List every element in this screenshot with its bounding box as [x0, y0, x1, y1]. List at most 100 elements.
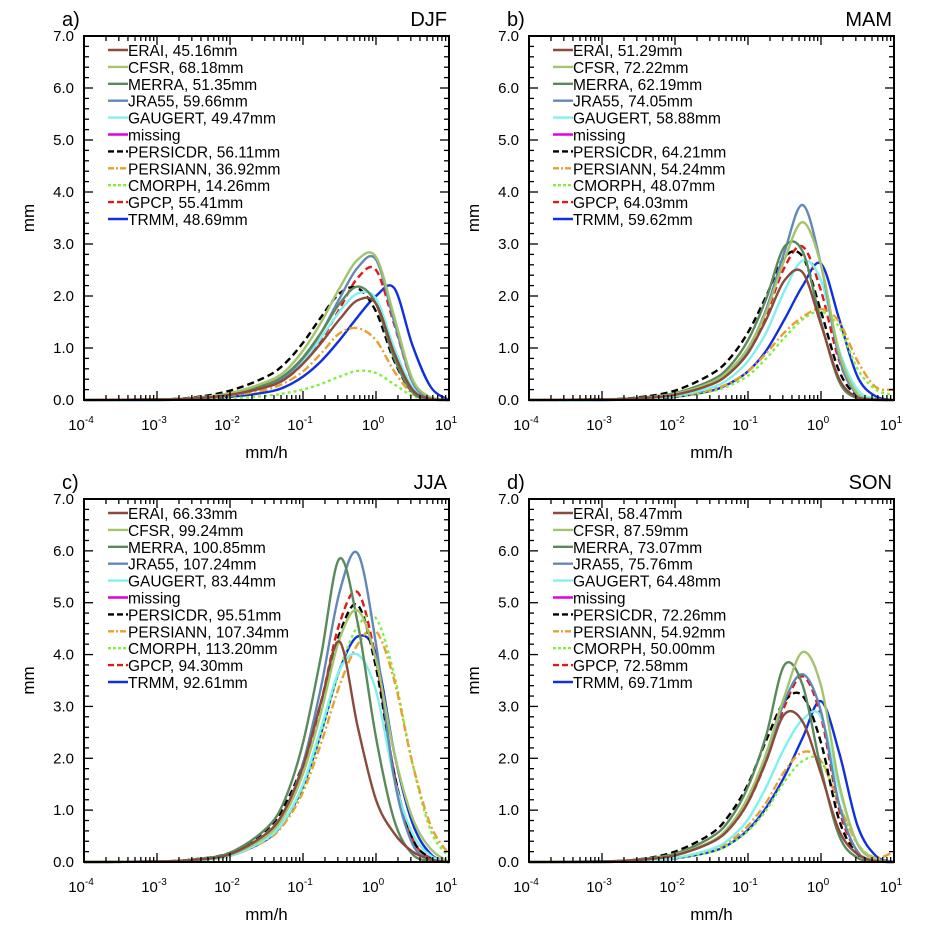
x-tick-label: 10-4: [68, 415, 94, 434]
y-tick-label: 6.0: [53, 543, 74, 560]
plot-frame: [528, 498, 895, 863]
y-tick-label: 7.0: [498, 491, 519, 508]
panel-label: b): [507, 9, 525, 31]
legend-entry: missing: [573, 591, 626, 608]
x-tick-label: 10-1: [732, 877, 758, 896]
x-axis: 10-4 10-3 10-2 10-1 100 101 mm/h: [513, 36, 903, 462]
legend-entry: PERSICDR, 56.11mm: [128, 144, 280, 161]
legend-entry: CMORPH, 48.07mm: [573, 178, 715, 195]
y-axis-title: mm: [464, 666, 483, 694]
season-title: SON: [849, 472, 892, 494]
y-axis-title: mm: [19, 666, 38, 694]
x-tick-label: 10-1: [287, 877, 313, 896]
panel-label: d): [507, 472, 525, 494]
panel-label: c): [62, 472, 79, 494]
x-tick-label: 10-3: [586, 877, 612, 896]
legend-entry: missing: [128, 128, 181, 145]
legend-entry: TRMM, 59.62mm: [573, 212, 693, 229]
series-line-jra55: [83, 254, 450, 402]
y-tick-label: 5.0: [498, 595, 519, 612]
y-axis-title: mm: [19, 204, 38, 232]
legend-entry: CMORPH, 113.20mm: [128, 641, 278, 658]
legend-entry: missing: [573, 128, 626, 145]
y-tick-label: 5.0: [498, 132, 519, 149]
y-tick-label: 4.0: [498, 647, 519, 664]
legend-entry: PERSICDR, 95.51mm: [128, 607, 281, 624]
x-axis-title: mm/h: [690, 443, 733, 462]
y-tick-label: 3.0: [53, 236, 74, 253]
legend-entry: ERAI, 58.47mm: [573, 506, 682, 523]
x-tick-label: 100: [362, 877, 385, 896]
legend-entry: JRA55, 59.66mm: [128, 94, 248, 111]
x-tick-label: 100: [362, 415, 385, 434]
series-line-persicdr: [528, 691, 895, 864]
legend-entry: ERAI, 45.16mm: [128, 43, 237, 60]
x-tick-label: 100: [807, 877, 830, 896]
x-tick-label: 10-3: [586, 415, 612, 434]
legend-entry: MERRA, 73.07mm: [573, 540, 702, 557]
season-title: DJF: [410, 9, 447, 31]
legend-entry: CFSR, 87.59mm: [573, 523, 688, 540]
plot-frame: [83, 35, 450, 401]
y-tick-label: 7.0: [53, 28, 74, 45]
y-tick-label: 7.0: [53, 491, 74, 508]
x-axis: 10-4 10-3 10-2 10-1 100 101 mm/h: [68, 499, 458, 924]
x-axis-title: mm/h: [690, 905, 733, 924]
y-tick-label: 3.0: [498, 698, 519, 715]
season-title: JJA: [414, 472, 448, 494]
y-tick-label: 1.0: [53, 340, 74, 357]
legend-entry: GPCP, 72.58mm: [573, 658, 688, 675]
y-axis: 0.0 1.0 2.0 3.0 4.0 5.0 6.0 7.0 mm: [19, 28, 449, 409]
x-tick-label: 10-2: [214, 415, 240, 434]
legend-entry: GAUGERT, 49.47mm: [128, 111, 276, 128]
legend-entry: JRA55, 107.24mm: [128, 557, 256, 574]
legend-entry: CMORPH, 14.26mm: [128, 178, 270, 195]
x-tick-label: 10-4: [68, 877, 94, 896]
legend-entry: MERRA, 100.85mm: [128, 540, 266, 557]
legend-entry: CFSR, 68.18mm: [128, 60, 243, 77]
series-line-persiann: [83, 326, 450, 402]
legend-entry: MERRA, 62.19mm: [573, 77, 702, 94]
y-tick-label: 1.0: [53, 802, 74, 819]
series-line-erai: [83, 640, 450, 864]
x-axis: 10-4 10-3 10-2 10-1 100 101 mm/h: [513, 499, 903, 924]
legend-entry: PERSIANN, 54.24mm: [573, 161, 725, 178]
legend-entry: PERSIANN, 54.92mm: [573, 624, 725, 641]
legend-entry: JRA55, 74.05mm: [573, 94, 693, 111]
legend-entry: TRMM, 69.71mm: [573, 675, 693, 692]
legend-entry: ERAI, 51.29mm: [573, 43, 682, 60]
y-tick-label: 5.0: [53, 595, 74, 612]
x-tick-label: 101: [435, 877, 458, 896]
legend-entry: PERSIANN, 107.34mm: [128, 624, 289, 641]
legend-entry: GPCP, 64.03mm: [573, 195, 688, 212]
x-tick-label: 101: [880, 877, 903, 896]
legend-entry: GAUGERT, 83.44mm: [128, 574, 276, 591]
legend-entry: missing: [128, 591, 181, 608]
legend-entry: CFSR, 72.22mm: [573, 60, 688, 77]
legend-entry: PERSICDR, 64.21mm: [573, 144, 726, 161]
y-tick-label: 1.0: [498, 340, 519, 357]
legend-entry: ERAI, 66.33mm: [128, 506, 237, 523]
x-tick-label: 10-2: [659, 415, 685, 434]
x-tick-label: 10-2: [659, 877, 685, 896]
x-tick-label: 101: [435, 415, 458, 434]
plot-frame: [528, 35, 895, 401]
x-tick-label: 10-3: [141, 415, 167, 434]
legend-entry: GPCP, 94.30mm: [128, 658, 243, 675]
x-tick-label: 100: [807, 415, 830, 434]
y-tick-label: 0.0: [53, 392, 74, 409]
series-lines: [83, 550, 451, 864]
y-tick-label: 2.0: [53, 288, 74, 305]
legend-entry: CMORPH, 50.00mm: [573, 641, 715, 658]
legend-entry: PERSIANN, 36.92mm: [128, 161, 280, 178]
x-axis-title: mm/h: [245, 443, 288, 462]
legend-entry: GAUGERT, 64.48mm: [573, 574, 721, 591]
y-tick-label: 5.0: [53, 132, 74, 149]
y-axis: 0.0 1.0 2.0 3.0 4.0 5.0 6.0 7.0 mm: [464, 491, 894, 871]
